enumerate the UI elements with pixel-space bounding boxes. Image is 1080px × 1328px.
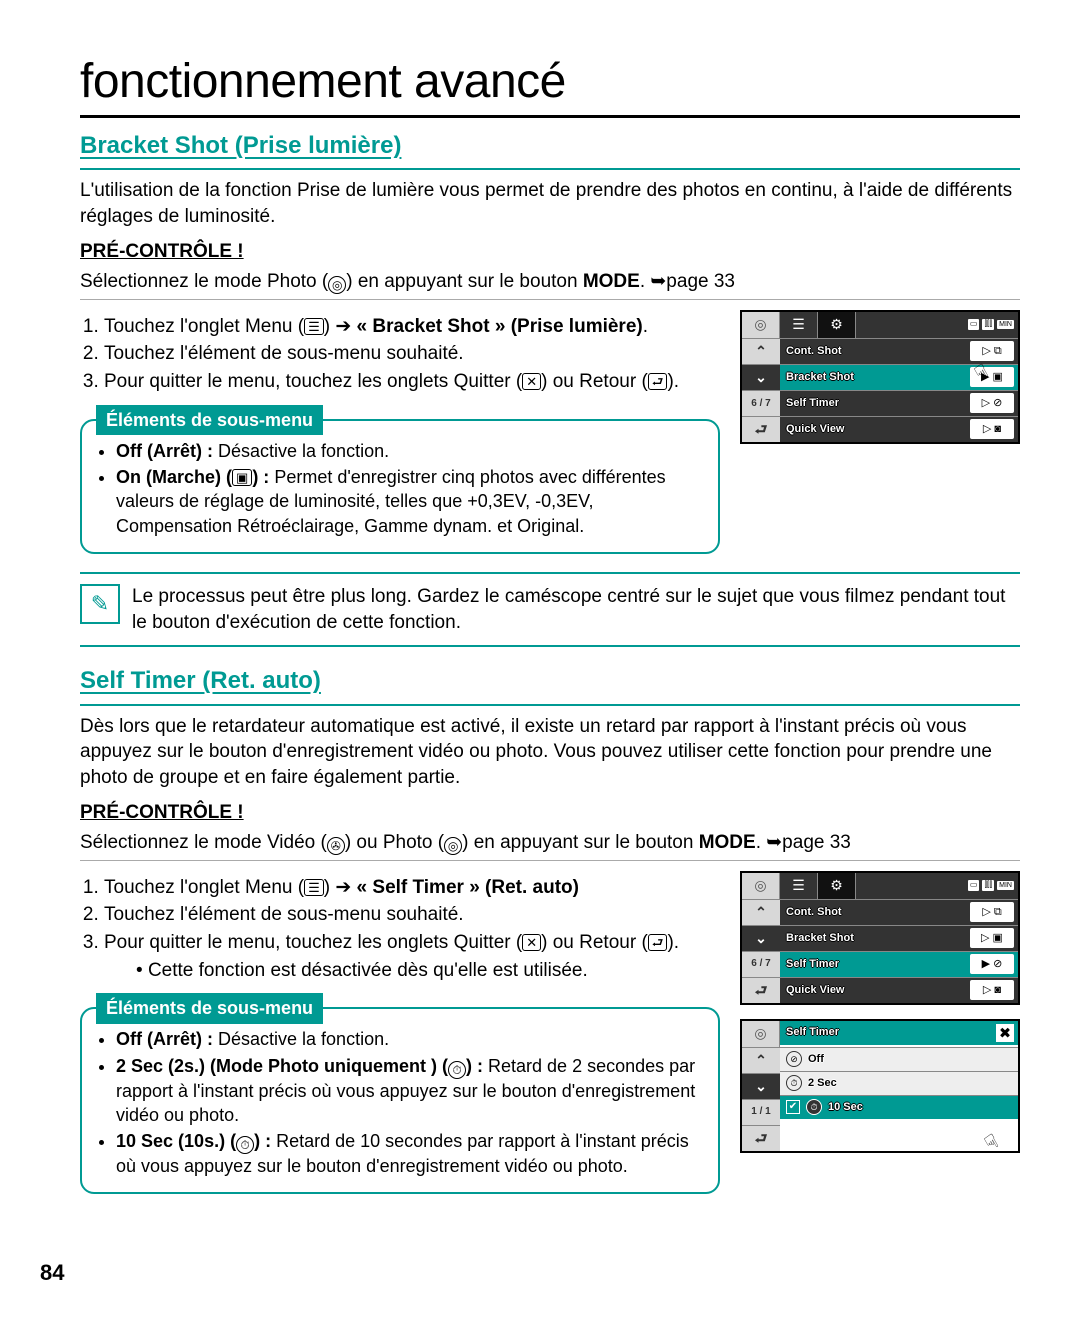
lcd-tab-camera: ◎ <box>742 312 780 338</box>
lcd-up-button[interactable]: ⌃ <box>742 899 780 925</box>
submenu-box: Éléments de sous-menu Off (Arrêt) : Désa… <box>80 1007 720 1194</box>
precheck-text: Sélectionnez le mode Photo (◎) en appuya… <box>80 269 1020 295</box>
submenu-title: Éléments de sous-menu <box>96 405 323 435</box>
timer-2s-icon: ⏱ <box>448 1061 466 1079</box>
lcd-option[interactable]: ⏱2 Sec <box>780 1071 1018 1095</box>
intro-text: L'utilisation de la fonction Prise de lu… <box>80 178 1020 229</box>
page-number: 84 <box>40 1258 64 1288</box>
bracket-icon: ▣ <box>232 469 252 486</box>
lcd-option-selected[interactable]: ✔⏱10 Sec <box>780 1095 1018 1119</box>
lcd-screenshot-selftimer-menu: ◎ ☰ ⚙ ▭⫿⫿⫿MIN ⌃ ⌄ 6 / 7 ⮐ Cont. Shot▷ ⧉ … <box>740 871 1020 1005</box>
lcd-menu-item[interactable]: Self Timer▷ ⊘ <box>780 390 1018 416</box>
camera-icon: ◎ <box>444 837 462 855</box>
precheck-label: PRÉ-CONTRÔLE ! <box>80 239 1020 265</box>
lcd-menu-item[interactable]: Cont. Shot▷ ⧉ <box>780 338 1018 364</box>
lcd-down-button[interactable]: ⌄ <box>742 1073 780 1099</box>
lcd-tab-camera: ◎ <box>742 1021 780 1047</box>
lcd-return-button[interactable]: ⮐ <box>742 416 780 442</box>
precheck-text: Sélectionnez le mode Vidéo (✇) ou Photo … <box>80 830 1020 856</box>
timer-10s-icon: ⏱ <box>236 1136 254 1154</box>
lcd-down-button[interactable]: ⌄ <box>742 925 780 951</box>
lcd-close-button[interactable]: ✕ <box>996 1024 1014 1042</box>
lcd-return-button[interactable]: ⮐ <box>742 977 780 1003</box>
lcd-statusbar: ▭⫿⫿⫿MIN <box>856 312 1018 338</box>
submenu-box: Éléments de sous-menu Off (Arrêt) : Désa… <box>80 419 720 554</box>
lcd-tab-menu: ☰ <box>780 873 818 899</box>
lcd-tab-settings: ⚙ <box>818 312 856 338</box>
page-title: fonctionnement avancé <box>80 50 1020 118</box>
lcd-tab-settings: ⚙ <box>818 873 856 899</box>
lcd-menu-item-selected[interactable]: Self Timer▶ ⊘ <box>780 951 1018 977</box>
lcd-menu-item[interactable]: Quick View▷ ◙ <box>780 977 1018 1003</box>
video-icon: ✇ <box>327 837 345 855</box>
close-icon: ✕ <box>522 373 541 390</box>
lcd-screenshot-selftimer-options: ◎ Self Timer ✕ ⌃ ⌄ 1 / 1 ⮐ ⊘Off ⏱2 Sec ✔… <box>740 1019 1020 1153</box>
lcd-down-button[interactable]: ⌄ <box>742 364 780 390</box>
note-icon: ✎ <box>80 584 120 624</box>
steps-list: Touchez l'onglet Menu (☰) ➔ « Self Timer… <box>80 875 720 984</box>
lcd-menu-item[interactable]: Cont. Shot▷ ⧉ <box>780 899 1018 925</box>
return-icon: ⮐ <box>648 373 668 390</box>
lcd-option[interactable]: ⊘Off <box>780 1047 1018 1071</box>
lcd-return-button[interactable]: ⮐ <box>742 1125 780 1151</box>
lcd-screenshot-bracket: ◎ ☰ ⚙ ▭⫿⫿⫿MIN ⌃ ⌄ 6 / 7 ⮐ Cont. Shot▷ ⧉ … <box>740 310 1020 444</box>
lcd-up-button[interactable]: ⌃ <box>742 338 780 364</box>
submenu-title: Éléments de sous-menu <box>96 993 323 1023</box>
close-icon: ✕ <box>522 934 541 951</box>
lcd-tab-camera: ◎ <box>742 873 780 899</box>
steps-list: Touchez l'onglet Menu (☰) ➔ « Bracket Sh… <box>80 314 720 395</box>
note-box: ✎ Le processus peut être plus long. Gard… <box>80 572 1020 647</box>
lcd-page-indicator: 1 / 1 <box>742 1099 780 1125</box>
lcd-menu-item[interactable]: Bracket Shot▷ ▣ <box>780 925 1018 951</box>
menu-icon: ☰ <box>304 879 324 896</box>
lcd-page-indicator: 6 / 7 <box>742 390 780 416</box>
section-self-timer-title: Self Timer (Ret. auto) <box>80 665 1020 697</box>
lcd-tab-menu: ☰ <box>780 312 818 338</box>
camera-icon: ◎ <box>328 276 346 294</box>
section-bracket-shot-title: Bracket Shot (Prise lumière) <box>80 130 1020 162</box>
menu-icon: ☰ <box>304 318 324 335</box>
lcd-up-button[interactable]: ⌃ <box>742 1047 780 1073</box>
return-icon: ⮐ <box>648 934 668 951</box>
intro-text: Dès lors que le retardateur automatique … <box>80 714 1020 791</box>
precheck-label: PRÉ-CONTRÔLE ! <box>80 800 1020 826</box>
lcd-page-indicator: 6 / 7 <box>742 951 780 977</box>
check-icon: ✔ <box>786 1100 800 1114</box>
lcd-menu-item[interactable]: Quick View▷ ◙ <box>780 416 1018 442</box>
